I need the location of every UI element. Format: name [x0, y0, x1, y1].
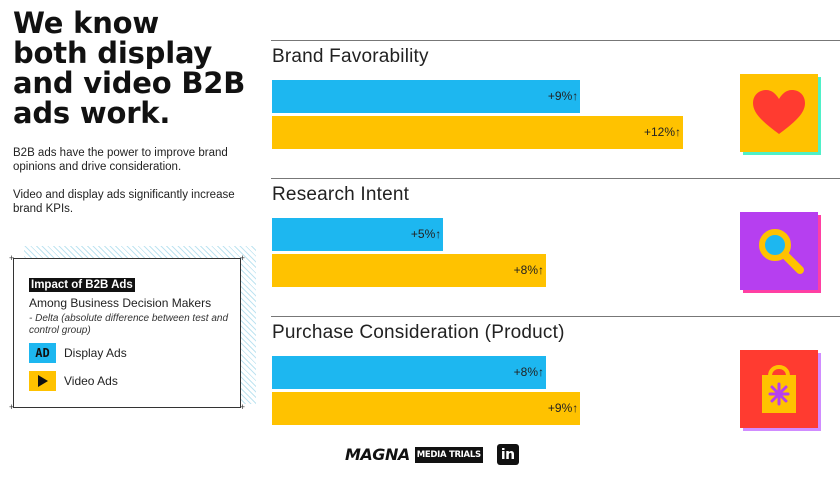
display-bar	[272, 80, 581, 113]
legend-item-display: AD Display Ads	[29, 343, 127, 363]
display-bar	[272, 356, 546, 389]
logo-row: MAGNA MEDIA TRIALS in	[345, 444, 519, 465]
display-bar	[272, 218, 444, 251]
shopping-bag-icon	[762, 365, 796, 413]
headline-line: both display	[13, 36, 213, 70]
section-title: Brand Favorability	[272, 46, 429, 67]
headline-line: and video B2B	[13, 66, 246, 100]
shopping-bag-tile	[740, 350, 821, 431]
display-value-label: +9%↑	[547, 89, 579, 103]
section-divider	[271, 178, 840, 179]
magnifier-icon	[759, 229, 804, 274]
heart-icon	[753, 90, 805, 134]
legend-note: - Delta (absolute difference between tes…	[29, 313, 229, 336]
legend-label-video: Video Ads	[64, 374, 118, 388]
headline: We know both display and video B2B ads w…	[13, 8, 263, 128]
media-trials-logo: MEDIA TRIALS	[414, 446, 483, 463]
headline-line: We know	[13, 6, 159, 40]
legend-subtitle: Among Business Decision Makers	[29, 296, 212, 310]
kpi-paragraph: Video and display ads significantly incr…	[13, 189, 235, 215]
section-divider	[271, 40, 840, 41]
video-value-label: +8%↑	[513, 263, 544, 277]
linkedin-icon: in	[496, 444, 519, 465]
legend-item-video: Video Ads	[29, 371, 118, 391]
display-value-label: +8%↑	[513, 365, 544, 379]
legend-label-display: Display Ads	[64, 346, 127, 360]
crop-mark-icon: +	[239, 402, 245, 412]
section-title: Research Intent	[272, 184, 410, 205]
section-divider	[271, 316, 840, 317]
legend-card: + + + + Impact of B2B Ads Among Business…	[9, 254, 245, 412]
play-icon	[29, 371, 56, 391]
video-bar	[272, 116, 683, 149]
video-value-label: +9%↑	[547, 401, 579, 415]
crop-mark-icon: +	[9, 402, 15, 412]
crop-mark-icon: +	[9, 253, 15, 263]
display-value-label: +5%↑	[410, 227, 442, 241]
magna-logo: MAGNA	[345, 445, 410, 464]
display-ad-icon: AD	[29, 343, 56, 363]
heart-tile	[740, 74, 821, 155]
section-title: Purchase Consideration (Product)	[272, 322, 565, 343]
video-bar	[272, 254, 546, 287]
video-value-label: +12%↑	[643, 125, 681, 139]
video-bar	[272, 392, 581, 425]
crop-mark-icon: +	[239, 253, 245, 263]
headline-line: ads work.	[13, 96, 171, 130]
legend-title: Impact of B2B Ads	[29, 278, 135, 292]
magnifier-tile	[740, 212, 821, 293]
intro-paragraph: B2B ads have the power to improve brand …	[13, 147, 228, 173]
